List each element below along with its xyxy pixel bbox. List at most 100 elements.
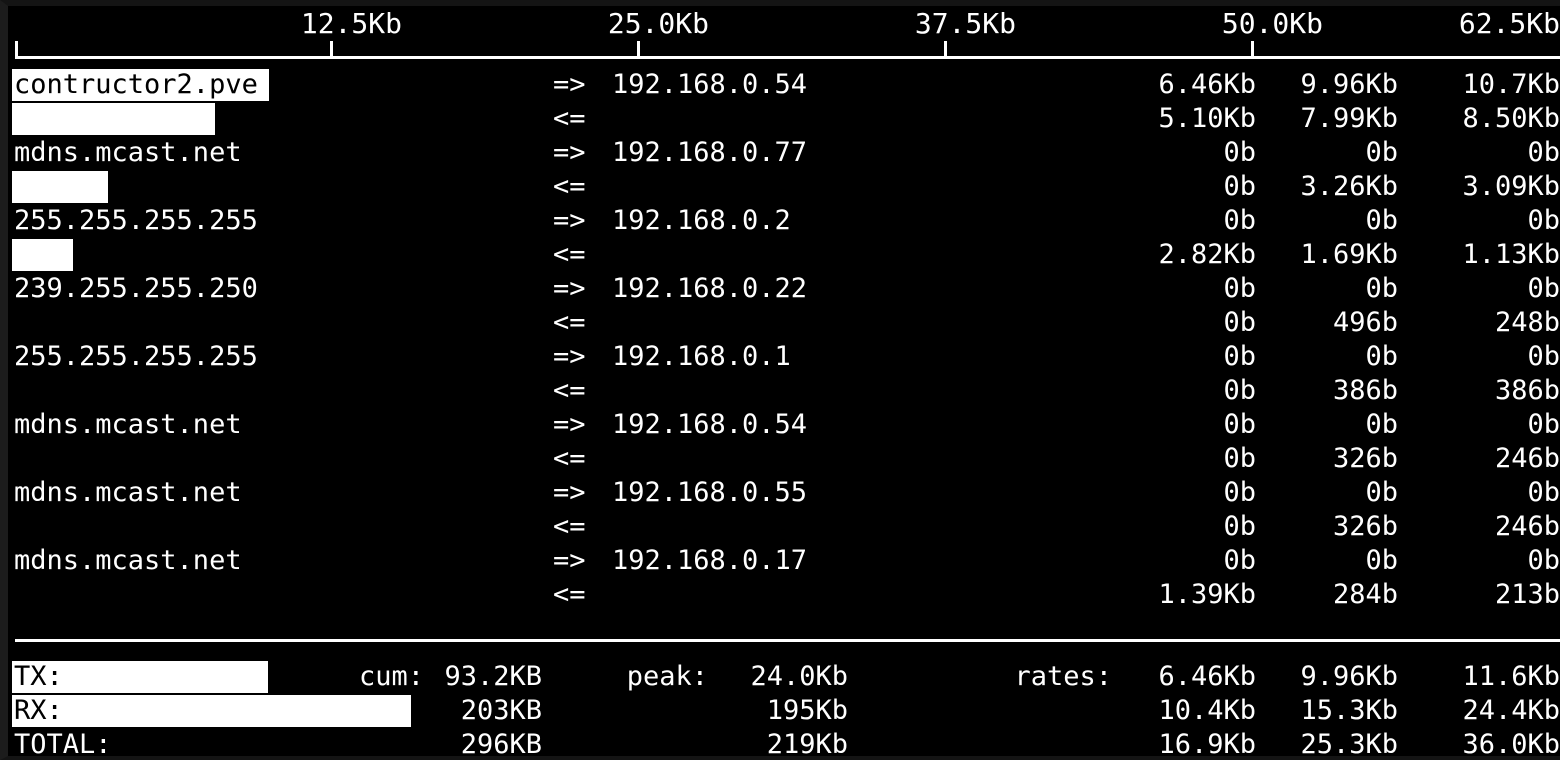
rate-value: 0b [1223,137,1256,168]
connection-recv-line[interactable]: <= 0b 326b 246b [8,442,1560,476]
connection-recv-line[interactable]: <= 5.10Kb 7.99Kb 8.50Kb [8,102,1560,136]
rate-value: 0b [1223,205,1256,236]
bandwidth-scale: 12.5Kb 25.0Kb 37.5Kb 50.0Kb 62.5Kb [8,6,1560,66]
summary-row: TX: cum: peak: rates: 93.2KB 24.0Kb 6.46Kb 9.96… [8,660,1560,694]
rate-value: 9.96Kb [1300,69,1398,100]
rate-value: 0b [1223,443,1256,474]
rate-value: 7.99Kb [1300,103,1398,134]
summary-rate-value: 11.6Kb [1462,661,1560,692]
connection-send-line[interactable]: mdns.mcast.net 192.168.0.55 => 0b 0b 0b [8,476,1560,510]
rate-value: 246b [1494,443,1560,474]
rate-value: 386b [1332,375,1398,406]
direction-send-icon: => [553,137,586,168]
connection-recv-line[interactable]: <= 1.39Kb 284b 213b [8,578,1560,612]
connection-send-line[interactable]: 255.255.255.255 192.168.0.1 => 0b 0b 0b [8,340,1560,374]
rate-value: 0b [1365,341,1398,372]
rate-value: 2.82Kb [1158,239,1256,270]
scale-tick-origin [15,41,18,57]
connection-recv-line[interactable]: <= 0b 496b 248b [8,306,1560,340]
rate-value: 0b [1527,477,1560,508]
rate-value: 0b [1365,273,1398,304]
rate-value: 0b [1527,137,1560,168]
scale-label-1: 12.5Kb [300,7,402,40]
rate-value: 326b [1332,443,1398,474]
rates-key: rates: [1014,661,1112,692]
scale-baseline [15,56,1560,59]
summary-bar [12,661,268,693]
connection-send-line[interactable]: mdns.mcast.net 192.168.0.54 => 0b 0b 0b [8,408,1560,442]
connection-host: 255.255.255.255 [14,341,258,372]
rate-value: 0b [1223,477,1256,508]
rate-value: 213b [1494,579,1560,610]
direction-send-icon: => [553,273,586,304]
scale-tick-3 [944,41,947,57]
connection-recv-line[interactable]: <= 0b 326b 246b [8,510,1560,544]
rate-value: 0b [1365,137,1398,168]
summary-rate-value: 10.4Kb [1158,695,1256,726]
bandwidth-bar-send [12,69,269,101]
connection-send-line[interactable]: 239.255.255.250 192.168.0.22 => 0b 0b 0b [8,272,1560,306]
rate-value: 0b [1223,409,1256,440]
peak-value: 195Kb [766,695,848,726]
direction-receive-icon: <= [553,239,586,270]
scale-tick-1 [330,41,333,57]
direction-receive-icon: <= [553,171,586,202]
summary-separator [15,639,1560,642]
connection-recv-line[interactable]: <= 2.82Kb 1.69Kb 1.13Kb [8,238,1560,272]
connection-send-line[interactable]: mdns.mcast.net 192.168.0.17 => 0b 0b 0b [8,544,1560,578]
bandwidth-bar-recv [12,239,73,271]
cumulative-value: 93.2KB [444,661,542,692]
summary-footer: TX: cum: peak: rates: 93.2KB 24.0Kb 6.46Kb 9.96… [8,660,1560,760]
scale-label-2: 25.0Kb [607,7,709,40]
rate-value: 1.13Kb [1462,239,1560,270]
rate-value: 0b [1365,477,1398,508]
direction-receive-icon: <= [553,375,586,406]
connection-peer: 192.168.0.77 [612,137,808,168]
summary-rate-value: 6.46Kb [1158,661,1256,692]
connection-host: mdns.mcast.net [14,137,242,168]
connection-send-line[interactable]: 255.255.255.255 192.168.0.2 => 0b 0b 0b [8,204,1560,238]
rate-value: 3.09Kb [1462,171,1560,202]
connection-host: contructor2.pve [14,69,258,100]
rate-value: 1.69Kb [1300,239,1398,270]
scale-label-5: 62.5Kb [1458,7,1560,40]
cumulative-value: 203KB [460,695,542,726]
summary-label: RX: [14,695,63,726]
rate-value: 0b [1365,409,1398,440]
rate-value: 8.50Kb [1462,103,1560,134]
connection-peer: 192.168.0.54 [612,409,808,440]
connection-send-line[interactable]: mdns.mcast.net 192.168.0.77 => 0b 0b 0b [8,136,1560,170]
connection-host: mdns.mcast.net [14,409,242,440]
rate-value: 0b [1223,273,1256,304]
direction-send-icon: => [553,341,586,372]
connection-list[interactable]: contructor2.pve 192.168.0.54 => 6.46Kb 9.96K… [8,68,1560,633]
direction-receive-icon: <= [553,579,586,610]
rate-value: 0b [1223,341,1256,372]
rate-value: 0b [1223,307,1256,338]
rate-value: 10.7Kb [1462,69,1560,100]
rate-value: 246b [1494,511,1560,542]
rate-value: 0b [1223,511,1256,542]
connection-recv-line[interactable]: <= 0b 386b 386b [8,374,1560,408]
connection-recv-line[interactable]: <= 0b 3.26Kb 3.09Kb [8,170,1560,204]
summary-rate-value: 15.3Kb [1300,695,1398,726]
direction-receive-icon: <= [553,443,586,474]
rate-value: 6.46Kb [1158,69,1256,100]
connection-host: mdns.mcast.net [14,545,242,576]
rate-value: 1.39Kb [1158,579,1256,610]
summary-rate-value: 9.96Kb [1300,661,1398,692]
connection-send-line[interactable]: contructor2.pve 192.168.0.54 => 6.46Kb 9.96K… [8,68,1560,102]
rate-value: 248b [1494,307,1560,338]
direction-send-icon: => [553,69,586,100]
summary-rate-value: 36.0Kb [1462,729,1560,760]
peak-value: 24.0Kb [750,661,848,692]
rate-value: 0b [1223,375,1256,406]
rate-value: 0b [1223,171,1256,202]
rate-value: 0b [1223,545,1256,576]
scale-tick-2 [637,41,640,57]
rate-value: 0b [1365,205,1398,236]
direction-receive-icon: <= [553,103,586,134]
scale-tick-4 [1251,41,1254,57]
direction-receive-icon: <= [553,307,586,338]
